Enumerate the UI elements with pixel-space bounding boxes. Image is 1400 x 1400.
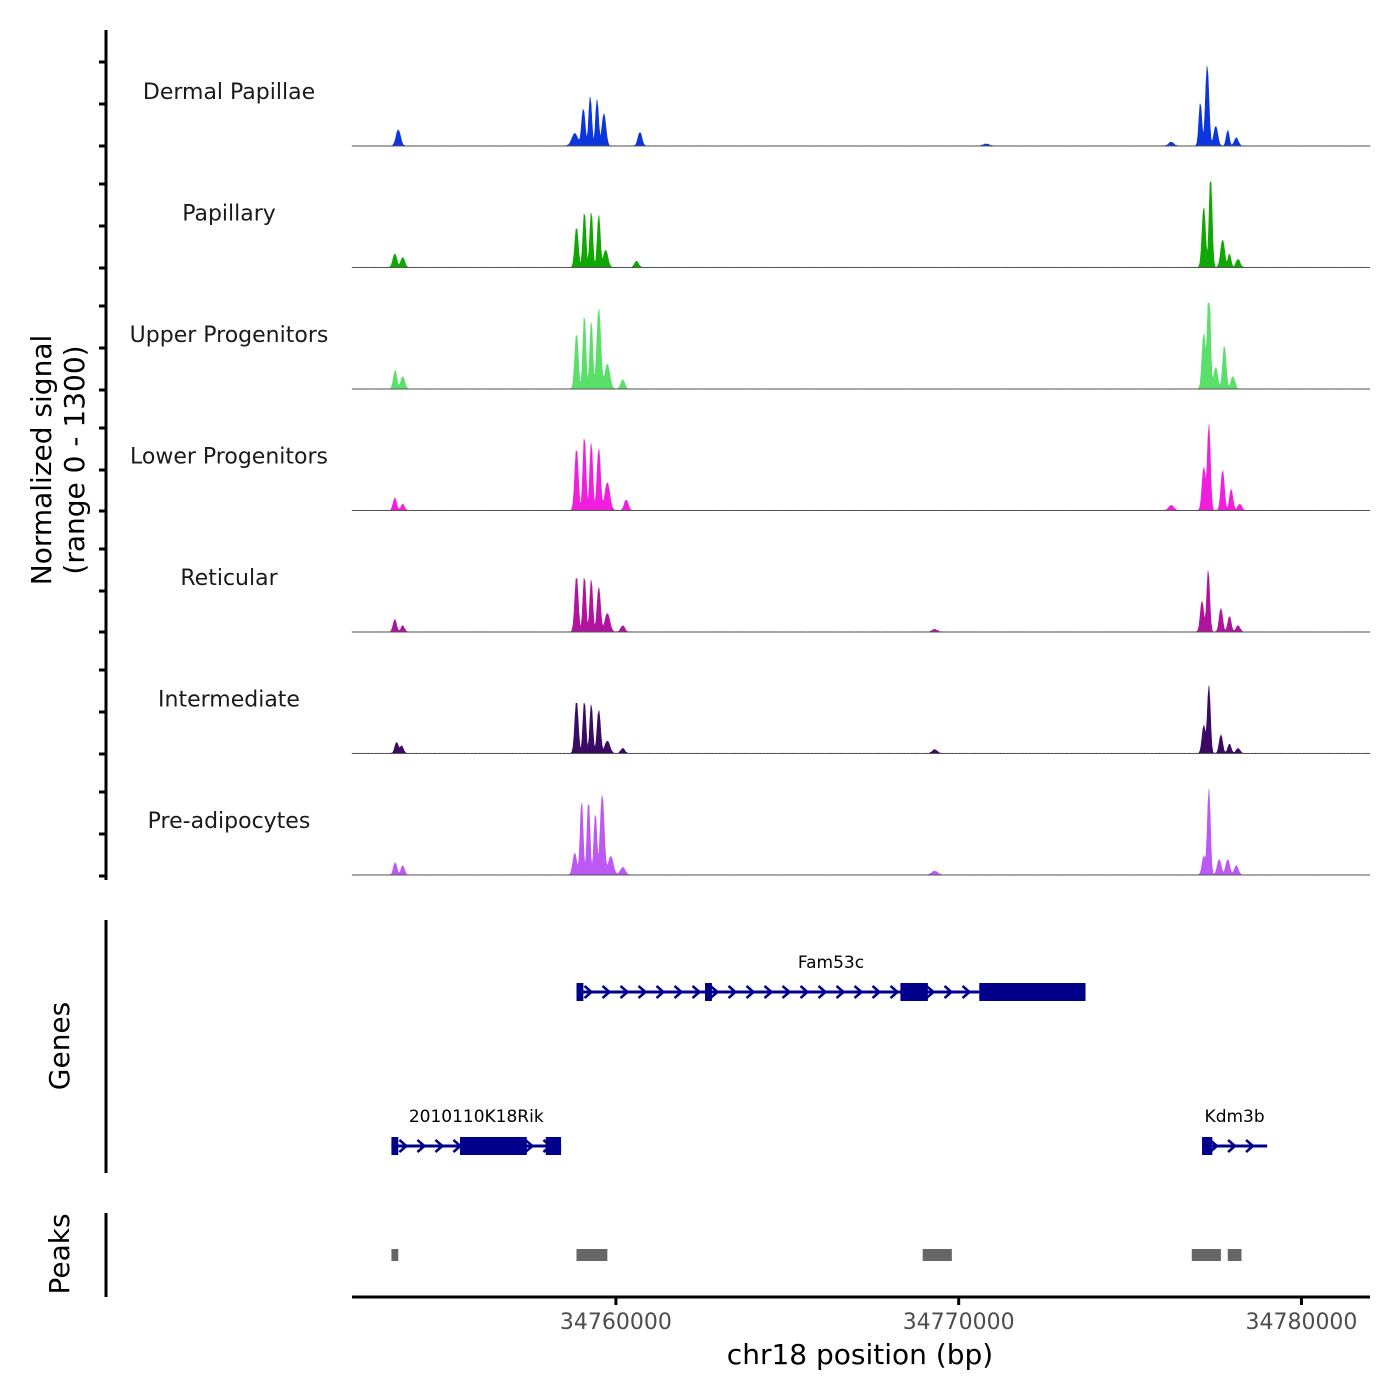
strand-arrow <box>619 985 630 999</box>
signal-y-axis-ticks <box>99 60 106 878</box>
track-2: Upper Progenitors <box>130 302 1371 390</box>
gene-label: 2010110K18Rik <box>409 1107 544 1127</box>
peak-region-1 <box>576 1249 608 1261</box>
strand-arrow <box>655 985 666 999</box>
track-label: Lower Progenitors <box>130 445 328 470</box>
strand-arrow <box>637 985 648 999</box>
strand-arrow <box>398 1139 409 1153</box>
track-3: Lower Progenitors <box>130 424 1371 511</box>
track-5: Intermediate <box>158 685 1371 754</box>
coverage-area <box>351 302 1371 390</box>
exon-0 <box>576 983 584 1001</box>
exon-2 <box>900 983 928 1001</box>
track-label: Dermal Papillae <box>143 80 315 105</box>
strand-arrow <box>853 985 864 999</box>
track-label: Upper Progenitors <box>130 323 329 348</box>
strand-arrow <box>524 1139 535 1153</box>
peaks-axis-title: Peaks <box>43 1213 76 1294</box>
strand-arrow <box>1227 1139 1237 1153</box>
track-1: Papillary <box>182 180 1371 268</box>
exon-0 <box>391 1137 399 1155</box>
track-label: Papillary <box>182 202 276 227</box>
x-axis-title: chr18 position (bp) <box>727 1338 993 1371</box>
exon-2 <box>545 1137 562 1155</box>
gene-label: Fam53c <box>798 953 864 973</box>
coverage-tracks: Dermal Papillae Papillary Upper Progenitor… <box>130 66 1371 876</box>
strand-arrow <box>799 985 810 999</box>
x-axis-ticks: 34760000 34770000 34780000 <box>560 1297 1357 1335</box>
coverage-area <box>351 685 1371 754</box>
strand-arrow <box>781 985 792 999</box>
strand-arrow <box>763 985 774 999</box>
peak-region-2 <box>922 1249 952 1261</box>
strand-arrow <box>709 985 720 999</box>
gene-2: Kdm3b <box>1202 1107 1268 1155</box>
strand-arrow <box>961 985 972 999</box>
strand-arrow <box>434 1139 445 1153</box>
strand-arrow <box>835 985 846 999</box>
track-label: Intermediate <box>158 688 300 713</box>
x-tick-label: 34770000 <box>903 1310 1015 1335</box>
peak-region-3 <box>1191 1249 1221 1261</box>
gene-1: 2010110K18Rik <box>391 1107 562 1155</box>
strand-arrow <box>727 985 738 999</box>
strand-arrow <box>943 985 954 999</box>
y-axis-title-line2: (range 0 - 1300) <box>58 345 91 574</box>
coverage-area <box>351 788 1371 876</box>
strand-arrow <box>691 985 702 999</box>
peak-region-4 <box>1227 1249 1242 1261</box>
exon-1 <box>459 1137 527 1155</box>
strand-arrow <box>1245 1139 1255 1153</box>
track-6: Pre-adipocytes <box>148 788 1371 876</box>
exon-3 <box>979 983 1086 1001</box>
gene-0: Fam53c <box>576 953 1086 1001</box>
gene-label: Kdm3b <box>1205 1107 1265 1127</box>
track-4: Reticular <box>180 566 1371 633</box>
strand-arrow <box>817 985 828 999</box>
peak-track <box>391 1249 1242 1261</box>
coverage-area <box>351 424 1371 511</box>
peak-region-0 <box>391 1249 399 1261</box>
strand-arrow <box>601 985 612 999</box>
track-label: Reticular <box>180 566 278 591</box>
strand-arrow <box>889 985 900 999</box>
strand-arrow <box>745 985 756 999</box>
track-label: Pre-adipocytes <box>148 809 311 834</box>
coverage-area <box>351 180 1371 268</box>
strand-arrow <box>925 985 936 999</box>
strand-arrow <box>871 985 882 999</box>
exon-1 <box>705 983 712 1001</box>
track-0: Dermal Papillae <box>143 66 1371 147</box>
gene-track: Fam53c 2010110K18Rik Kdm3b <box>391 953 1268 1155</box>
coverage-area <box>351 570 1371 633</box>
strand-arrow <box>416 1139 427 1153</box>
strand-arrow <box>673 985 684 999</box>
strand-arrow <box>1209 1139 1219 1153</box>
strand-arrow <box>583 985 594 999</box>
y-axis-title-line1: Normalized signal <box>25 335 58 586</box>
coverage-area <box>351 66 1371 147</box>
exon-0 <box>1202 1137 1213 1155</box>
x-tick-label: 34760000 <box>560 1310 672 1335</box>
genes-axis-title: Genes <box>43 1002 76 1090</box>
signal-y-axis-title: Normalized signal (range 0 - 1300) <box>25 335 91 586</box>
x-tick-label: 34780000 <box>1245 1310 1357 1335</box>
